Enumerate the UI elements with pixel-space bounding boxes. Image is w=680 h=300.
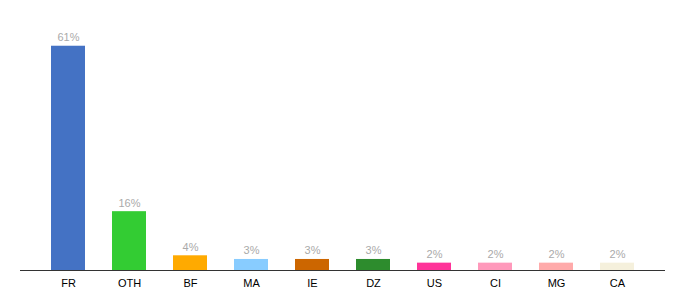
svg-text:CI: CI (490, 277, 501, 289)
svg-text:16%: 16% (118, 197, 140, 209)
svg-text:BF: BF (183, 277, 197, 289)
svg-text:IE: IE (307, 277, 317, 289)
svg-text:4%: 4% (183, 241, 199, 253)
svg-text:OTH: OTH (118, 277, 141, 289)
svg-text:US: US (427, 277, 442, 289)
svg-text:3%: 3% (366, 244, 382, 256)
svg-text:3%: 3% (244, 244, 260, 256)
svg-text:DZ: DZ (366, 277, 381, 289)
svg-text:2%: 2% (549, 248, 565, 260)
svg-text:2%: 2% (488, 248, 504, 260)
svg-text:FR: FR (61, 277, 76, 289)
svg-text:CA: CA (610, 277, 626, 289)
svg-text:MA: MA (243, 277, 260, 289)
svg-text:61%: 61% (57, 31, 79, 43)
svg-text:2%: 2% (610, 248, 626, 260)
svg-text:2%: 2% (427, 248, 443, 260)
svg-text:3%: 3% (305, 244, 321, 256)
svg-text:MG: MG (548, 277, 566, 289)
